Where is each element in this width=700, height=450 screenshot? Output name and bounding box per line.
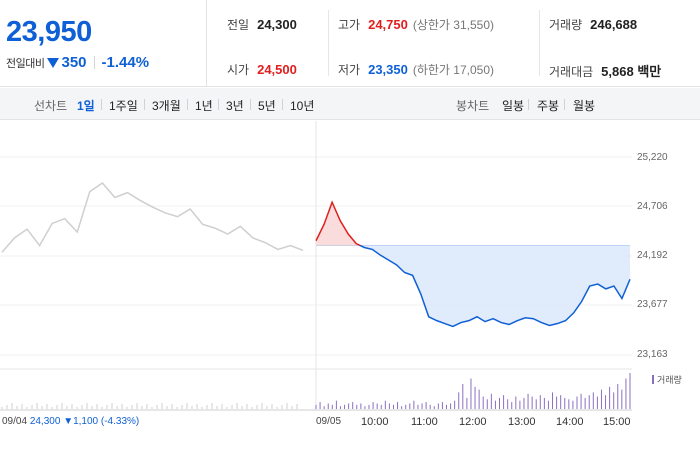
y-tick-label: 24,706	[637, 201, 668, 212]
series-line-today-down	[358, 245, 631, 328]
candle-monthly[interactable]: 월봉	[573, 99, 596, 113]
x-tick-label: 12:00	[459, 416, 487, 428]
current-price: 23,950	[6, 16, 92, 48]
period-5y[interactable]: 5년	[258, 99, 276, 113]
lower-limit: (하한가 17,050)	[412, 63, 495, 77]
divider	[218, 99, 219, 110]
volume-legend: 거래량	[652, 373, 682, 386]
high-stat: 고가 24,750 (상한가 31,550)	[338, 16, 494, 33]
price-box: 23,950 전일대비 350 -1.44%	[0, 0, 207, 87]
amount-value: 5,868 백만	[601, 64, 662, 79]
x-tick-label: 11:00	[411, 416, 438, 428]
prev-date: 09/04	[2, 416, 28, 427]
prev-close-label: 전일	[227, 18, 250, 32]
x-tick-label: 15:00	[603, 416, 631, 428]
x-tick-label: 13:00	[508, 416, 536, 428]
change-row: 전일대비 350 -1.44%	[6, 54, 149, 71]
divider	[187, 99, 188, 110]
period-1y[interactable]: 1년	[195, 99, 213, 113]
volume-stat: 거래량 246,688	[549, 16, 637, 33]
y-tick-label: 23,677	[637, 299, 668, 310]
volume-legend-label: 거래량	[657, 375, 682, 385]
period-1w[interactable]: 1주일	[109, 99, 138, 113]
divider	[144, 99, 145, 110]
divider	[250, 99, 251, 110]
area-fill-below-reference	[316, 202, 630, 327]
period-3y[interactable]: 3년	[226, 99, 244, 113]
high-label: 고가	[338, 18, 361, 32]
price-chart[interactable]: 25,220 24,706 24,192 23,677 23,163 거래량 0…	[0, 121, 700, 450]
upper-limit: (상한가 31,550)	[412, 18, 495, 32]
candle-chart-label: 봉차트	[456, 99, 490, 113]
today-date: 09/05	[316, 416, 342, 427]
prev-change-pct: (-4.33%)	[100, 416, 140, 427]
candle-daily[interactable]: 일봉	[502, 99, 525, 113]
prev-close-value: 24,300	[257, 17, 297, 32]
open-value: 24,500	[257, 62, 297, 77]
prev-price: 24,300	[29, 416, 61, 427]
change-value: 350	[61, 54, 87, 71]
divider	[282, 99, 283, 110]
divider	[539, 10, 540, 76]
down-arrow-icon	[47, 57, 60, 68]
volume-value: 246,688	[590, 17, 638, 32]
prev-close-stat: 전일 24,300	[227, 16, 297, 33]
low-stat: 저가 23,350 (하한가 17,050)	[338, 61, 494, 78]
high-value: 24,750	[368, 17, 408, 32]
divider	[564, 99, 565, 110]
period-10y[interactable]: 10년	[290, 99, 315, 113]
prev-change: ▼1,100	[63, 416, 99, 427]
period-1d[interactable]: 1일	[77, 99, 95, 113]
y-tick-label: 24,192	[637, 250, 668, 261]
divider	[328, 10, 329, 76]
chart-toolbar: 선차트 1일 1주일 3개월 1년 3년 5년 10년 봉차트 일봉 주봉 월봉	[0, 88, 700, 120]
amount-label: 거래대금	[549, 65, 594, 79]
volume-label: 거래량	[549, 18, 583, 32]
low-value: 23,350	[368, 62, 408, 77]
open-label: 시가	[227, 63, 250, 77]
prev-day-info: 09/04 24,300 ▼1,100 (-4.33%)	[2, 416, 139, 427]
change-percent: -1.44%	[101, 54, 150, 71]
change-label: 전일대비	[6, 57, 45, 70]
line-chart-label: 선차트	[34, 99, 68, 113]
divider	[528, 99, 529, 110]
volume-legend-swatch	[652, 375, 654, 384]
period-3m[interactable]: 3개월	[152, 99, 181, 113]
stock-summary: 23,950 전일대비 350 -1.44% 전일 24,300 시가 24,5…	[0, 0, 700, 87]
y-tick-label: 23,163	[637, 349, 668, 360]
low-label: 저가	[338, 63, 361, 77]
candle-weekly[interactable]: 주봉	[537, 99, 560, 113]
price-chart-svg	[0, 121, 632, 411]
area-fill-above-reference	[316, 202, 630, 246]
x-tick-label: 10:00	[361, 416, 389, 428]
x-tick-label: 14:00	[556, 416, 584, 428]
divider	[101, 99, 102, 110]
divider	[93, 56, 95, 69]
amount-stat: 거래대금 5,868 백만	[549, 61, 661, 80]
y-tick-label: 25,220	[637, 152, 668, 163]
series-line-previous-day	[1, 181, 304, 253]
open-stat: 시가 24,500	[227, 61, 297, 78]
